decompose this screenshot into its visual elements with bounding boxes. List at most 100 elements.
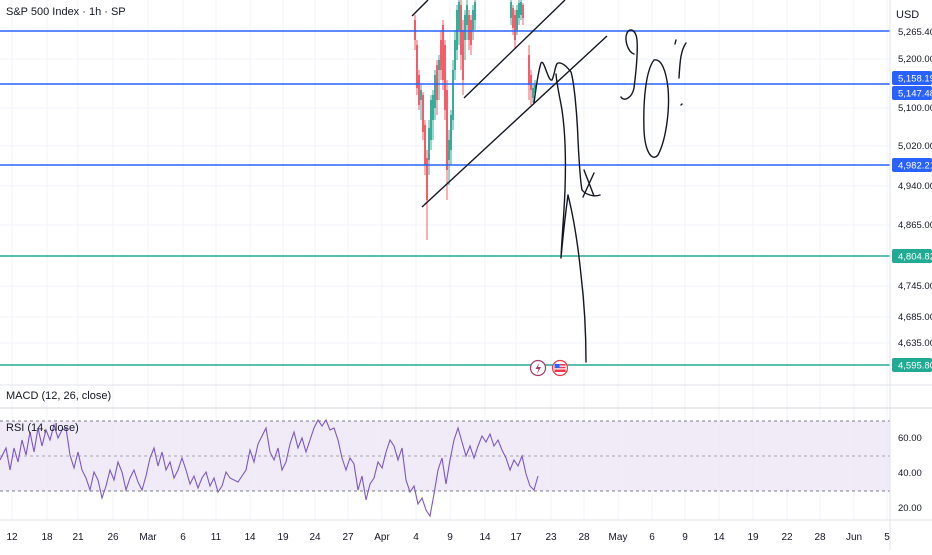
candle-body (512, 8, 514, 28)
price-label-5158[interactable]: 5,158.19 (892, 71, 932, 85)
candle-body (418, 75, 420, 105)
time-axis-label: 6 (649, 532, 655, 543)
candle-body (534, 85, 536, 93)
candles (414, 0, 536, 240)
time-axis-label: 27 (342, 532, 354, 543)
time-axis-label: 21 (72, 532, 84, 543)
candle-body (532, 88, 534, 98)
price-tick-5200: 5,200.00 (898, 54, 932, 65)
candle-body (454, 40, 456, 70)
rsi-line (0, 418, 539, 518)
brush-drawing-x[interactable] (582, 169, 595, 198)
time-axis-label: 14 (244, 532, 256, 543)
candle-body (436, 65, 438, 100)
rsi-indicator-label[interactable]: RSI (14, close) (6, 422, 79, 434)
candle-body (528, 55, 530, 85)
time-axis-label: 5 (884, 532, 890, 543)
time-axis-label: 11 (211, 532, 222, 543)
time-axis-label: Apr (374, 532, 390, 543)
candle-body (460, 5, 462, 55)
time-axis-label: 14 (479, 532, 491, 543)
candle-body (448, 140, 450, 160)
candle-body (520, 2, 522, 15)
price-scale[interactable]: 5,265.40 5,200.00 5,100.00 5,020.00 4,94… (898, 27, 932, 349)
candle-body (450, 115, 452, 150)
candle-body (472, 10, 474, 30)
trendline-upper[interactable] (463, 0, 566, 99)
time-axis[interactable]: 12 18 21 26 Mar 6 11 14 19 24 27 Apr 4 9 14 17 23 28 May 6 9… (6, 532, 890, 543)
candle-body (438, 60, 440, 70)
candle-body (424, 125, 426, 165)
time-axis-label: 9 (447, 532, 453, 543)
candle-body (442, 25, 444, 80)
brush-drawing-projection[interactable] (533, 61, 601, 363)
candle-body (422, 95, 424, 132)
time-axis-label: May (609, 532, 628, 543)
lightning-icon[interactable] (529, 359, 547, 377)
time-axis-label: 23 (545, 532, 557, 543)
candle-body (522, 5, 524, 18)
candle-body (462, 30, 464, 80)
candle-body (458, 2, 460, 30)
candle-body (510, 2, 512, 18)
brush-drawing-90[interactable] (620, 29, 687, 158)
time-axis-label: 24 (309, 532, 321, 543)
time-axis-label: 12 (6, 532, 18, 543)
candle-body (470, 20, 472, 45)
macd-indicator-label[interactable]: MACD (12, 26, close) (6, 390, 112, 402)
svg-text:4,595.80: 4,595.80 (898, 361, 932, 372)
time-axis-label: Mar (139, 532, 157, 543)
candle-body (430, 100, 432, 140)
price-label-5147[interactable]: 5,147.48 (892, 86, 932, 100)
time-axis-label: 18 (41, 532, 53, 543)
price-tick-4685: 4,685.00 (898, 312, 932, 323)
time-axis-label: 28 (814, 532, 826, 543)
candle-body (474, 2, 476, 20)
candle-body (518, 3, 520, 18)
rsi-scale[interactable]: 60.00 40.00 20.00 (898, 433, 922, 514)
candle-body (420, 90, 422, 100)
time-axis-label: 9 (682, 532, 688, 543)
trendline-lower[interactable] (421, 35, 608, 208)
candle-body (428, 128, 430, 160)
time-axis-label: 17 (510, 532, 522, 543)
candle-body (456, 10, 458, 50)
price-tick-4865: 4,865.00 (898, 220, 932, 231)
candle-body (468, 15, 470, 40)
time-axis-label: 26 (107, 532, 119, 543)
svg-text:4,982.21: 4,982.21 (898, 161, 932, 172)
svg-text:4,804.82: 4,804.82 (898, 252, 932, 263)
candle-body (514, 15, 516, 40)
price-label-4595[interactable]: 4,595.80 (892, 358, 932, 372)
price-label-4804[interactable]: 4,804.82 (892, 249, 932, 263)
candle-body (432, 95, 434, 120)
candle-body (516, 10, 518, 30)
price-tick-partial-top: 5,265.40 (898, 27, 932, 38)
candle-body (414, 20, 416, 40)
symbol-title[interactable]: S&P 500 Index · 1h · SP (6, 6, 126, 18)
price-tick-4940: 4,940.00 (898, 181, 932, 192)
candle-body (416, 45, 418, 88)
rsi-tick-60: 60.00 (898, 433, 922, 444)
time-axis-label: 22 (781, 532, 793, 543)
currency-label[interactable]: USD (896, 9, 920, 21)
rsi-tick-20: 20.00 (898, 503, 922, 514)
candle-body (452, 70, 454, 120)
candle-body (440, 40, 442, 70)
svg-text:5,147.48: 5,147.48 (898, 89, 932, 100)
time-axis-label: Jun (846, 532, 862, 543)
us-flag-icon[interactable] (551, 359, 569, 377)
svg-text:5,158.19: 5,158.19 (898, 74, 932, 85)
price-tick-4635: 4,635.00 (898, 338, 932, 349)
trendline-top-left[interactable] (411, 0, 429, 17)
price-tick-5020: 5,020.00 (898, 141, 932, 152)
time-axis-label: 4 (413, 532, 419, 543)
candle-body (530, 75, 532, 90)
time-axis-label: 19 (747, 532, 759, 543)
candle-body (434, 75, 436, 108)
time-axis-label: 14 (713, 532, 725, 543)
time-axis-label: 28 (578, 532, 590, 543)
price-label-4982[interactable]: 4,982.21 (892, 158, 932, 172)
